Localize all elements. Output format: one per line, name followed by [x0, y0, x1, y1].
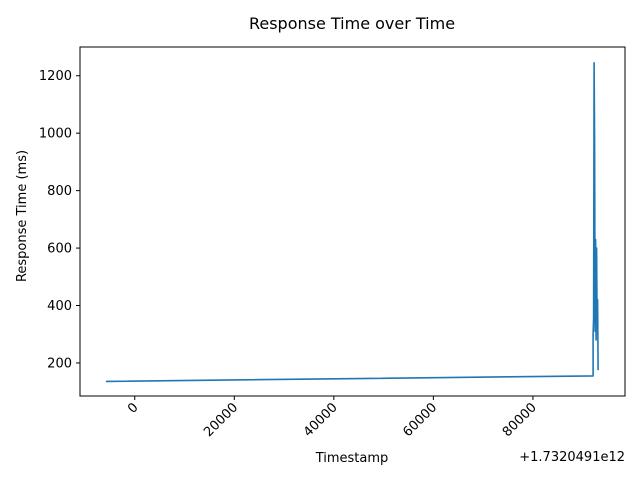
chart-title: Response Time over Time	[249, 14, 455, 33]
y-tick-label: 400	[47, 299, 72, 314]
plot-frame	[79, 46, 626, 397]
y-tick-label: 1200	[39, 69, 72, 84]
y-tick-label: 600	[47, 242, 72, 257]
y-axis-label: Response Time (ms)	[15, 150, 30, 282]
series-line-0	[105, 61, 599, 383]
x-axis-offset-label: +1.7320491e12	[519, 450, 625, 465]
y-tick-label: 200	[47, 356, 72, 371]
y-tick-label: 1000	[39, 127, 72, 142]
y-tick-label: 800	[47, 184, 72, 199]
x-axis-label: Timestamp	[315, 451, 389, 466]
plot-area	[105, 61, 599, 383]
